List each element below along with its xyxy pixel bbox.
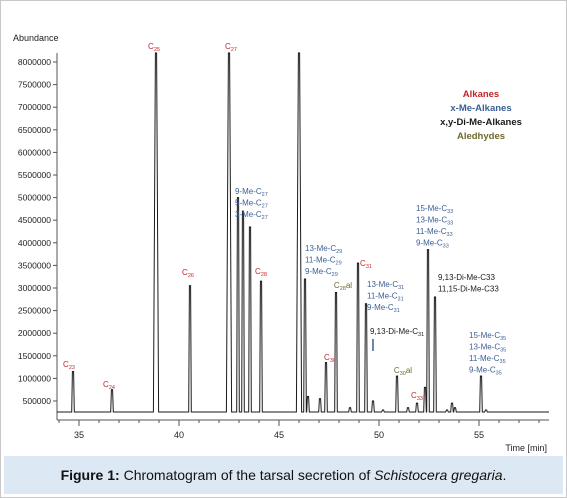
peak-point — [372, 400, 374, 402]
peak-label: 13-Me-C29 — [305, 244, 342, 255]
peak-label: C30 — [324, 353, 336, 364]
peak-point — [365, 303, 367, 305]
peak-point — [407, 407, 409, 409]
peak-label: C28al — [334, 281, 352, 292]
peak-label: C30al — [394, 366, 412, 377]
y-tick-label: 4500000 — [18, 215, 51, 225]
peak-point — [357, 262, 359, 264]
peak-point — [416, 402, 418, 404]
caption-end: . — [502, 467, 507, 483]
peak-label: 9-Me-C33 — [416, 239, 449, 250]
x-tick-label: 55 — [474, 430, 484, 440]
y-tick-label: 5000000 — [18, 193, 51, 203]
peak-label: C24 — [103, 380, 115, 391]
peak-label: 9-Me-C27 — [235, 187, 268, 198]
y-tick-label: 6500000 — [18, 125, 51, 135]
peak-point — [451, 402, 453, 404]
peak-label: 9,13-Di-Me-C33 — [438, 273, 495, 282]
legend-item: x,y-Di-Me-Alkanes — [440, 117, 522, 128]
legend-item: Aledhydes — [457, 131, 505, 142]
peak-label: 11,15-Di-Me-C33 — [438, 285, 499, 294]
peak-point — [325, 361, 327, 364]
peak-label: 11-Me-C35 — [469, 354, 506, 365]
peak-point — [249, 226, 251, 228]
peak-point — [480, 375, 482, 377]
y-tick-label: 3500000 — [18, 260, 51, 270]
y-tick-label: 500000 — [23, 396, 52, 406]
peak-label: 3-Me-C27 — [235, 210, 268, 221]
peak-label: 13-Me-C31 — [367, 280, 404, 291]
y-tick-label: 2500000 — [18, 306, 51, 316]
y-tick-label: 8000000 — [18, 57, 51, 67]
y-tick-label: 2000000 — [18, 328, 51, 338]
caption-species: Schistocera gregaria — [374, 467, 503, 483]
peak-label: C26 — [182, 268, 194, 279]
peak-point — [307, 395, 309, 398]
peak-label: 11-Me-C33 — [416, 227, 453, 238]
y-tick-label: 7000000 — [18, 102, 51, 112]
peak-point — [382, 409, 384, 411]
y-tick-label: 7500000 — [18, 80, 51, 90]
peak-label: 5-Me-C27 — [235, 199, 268, 210]
peak-label: C23 — [63, 360, 75, 371]
peak-point — [111, 389, 113, 391]
peak-label: 15-Me-C33 — [416, 204, 453, 215]
y-tick-label: 5500000 — [18, 170, 51, 180]
x-tick-label: 50 — [374, 430, 384, 440]
peak-label: 11-Me-C31 — [367, 292, 404, 303]
x-tick-label: 40 — [174, 430, 184, 440]
peak-label: 11-Me-C29 — [305, 256, 342, 267]
x-tick-label: 35 — [74, 430, 84, 440]
peak-label: C28 — [255, 267, 267, 278]
peak-label: C27 — [225, 42, 237, 53]
peak-point — [189, 285, 191, 287]
legend-item: x-Me-Alkanes — [450, 103, 511, 114]
chromatogram-chart: Abundance Time [min] 500000 1000000 1500000 2… — [13, 33, 549, 453]
peak-label: 9-Me-C29 — [305, 267, 338, 278]
peak-label: C31 — [360, 259, 372, 270]
peak-label: 15-Me-C35 — [469, 331, 506, 342]
caption-text: Chromatogram of the tarsal secretion of — [119, 467, 375, 483]
peak-point — [237, 197, 239, 199]
y-axis-title: Abundance — [13, 33, 59, 43]
peak-point — [304, 278, 306, 280]
peak-label: 9,13-Di-Me-C31 — [370, 327, 424, 338]
y-tick-label: 1000000 — [18, 373, 51, 383]
peak-point — [454, 407, 456, 409]
y-tick-label: 3000000 — [18, 283, 51, 293]
peak-point — [319, 398, 321, 400]
y-tick-label: 1500000 — [18, 351, 51, 361]
y-tick-label: 6000000 — [18, 147, 51, 157]
peak-label: C33 — [411, 391, 423, 402]
peak-point — [427, 248, 429, 251]
x-axis-title: Time [min] — [505, 443, 547, 453]
peak-point — [335, 291, 337, 294]
caption-label: Figure 1: — [60, 467, 120, 483]
peak-point — [260, 280, 262, 282]
peak-point — [155, 52, 157, 54]
peak-label: 9-Me-C35 — [469, 366, 502, 377]
peak-point — [349, 407, 351, 409]
peak-point — [485, 409, 487, 411]
peak-point — [298, 52, 300, 54]
legend-item: Alkanes — [463, 89, 499, 100]
peak-point — [424, 386, 426, 389]
peak-point — [434, 296, 436, 298]
figure-caption: Figure 1: Chromatogram of the tarsal sec… — [4, 456, 563, 494]
peak-label: 13-Me-C33 — [416, 216, 453, 227]
peak-point — [446, 409, 448, 411]
peak-label: 13-Me-C35 — [469, 343, 506, 354]
y-tick-label: 4000000 — [18, 238, 51, 248]
peak-point — [242, 210, 244, 212]
peak-point — [228, 52, 230, 54]
peak-point — [72, 371, 74, 373]
peak-point — [396, 375, 398, 377]
peak-label: C25 — [148, 42, 160, 53]
peak-label: 9-Me-C31 — [367, 303, 400, 314]
x-tick-label: 45 — [274, 430, 284, 440]
